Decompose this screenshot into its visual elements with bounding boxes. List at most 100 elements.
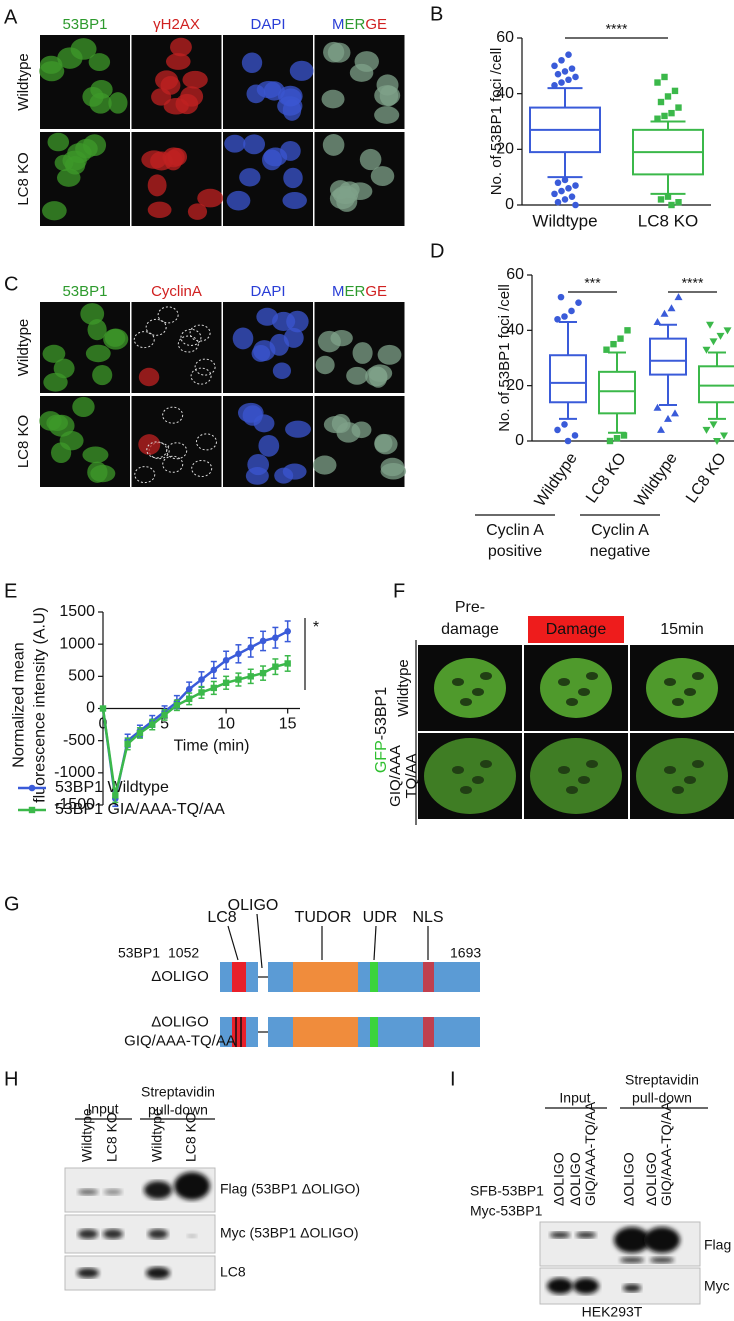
point bbox=[564, 437, 572, 445]
point bbox=[675, 104, 682, 111]
y-tick-label: 40 bbox=[496, 85, 514, 102]
nucleolus bbox=[460, 786, 472, 794]
point bbox=[247, 673, 254, 680]
channel-label: DAPI bbox=[250, 16, 285, 33]
protein-label: 53BP1 bbox=[118, 945, 160, 961]
tudor-domain bbox=[293, 962, 358, 992]
nucleus bbox=[380, 463, 407, 480]
point bbox=[671, 409, 679, 417]
pointer bbox=[256, 913, 263, 969]
nucleus bbox=[323, 41, 345, 63]
point bbox=[561, 196, 569, 203]
group-label: positive bbox=[488, 543, 542, 560]
point bbox=[272, 663, 279, 670]
lane-label: LC8 KO bbox=[104, 1112, 120, 1162]
column-label: 15min bbox=[660, 621, 704, 638]
y-tick-label: 20 bbox=[496, 141, 514, 158]
point bbox=[675, 199, 682, 206]
nucleus bbox=[108, 92, 128, 114]
band bbox=[103, 1229, 123, 1239]
y-axis-label: No. of 53BP1 foci /cell bbox=[496, 284, 513, 432]
nucleus bbox=[138, 367, 160, 387]
nucleus bbox=[182, 70, 208, 89]
nucleolus bbox=[472, 776, 484, 784]
point bbox=[235, 676, 242, 683]
nucleolus bbox=[664, 678, 676, 686]
nucleus bbox=[43, 372, 68, 392]
panel-letter: F bbox=[393, 580, 405, 602]
nucleus-outline bbox=[157, 306, 179, 324]
band bbox=[146, 1267, 170, 1279]
nucleolus bbox=[558, 678, 570, 686]
nucleus bbox=[72, 396, 95, 417]
micrograph bbox=[131, 132, 222, 226]
point bbox=[713, 438, 721, 445]
nucleolus bbox=[566, 786, 578, 794]
point bbox=[657, 98, 665, 106]
group-label: negative bbox=[590, 543, 651, 560]
nucleus bbox=[54, 154, 74, 171]
nucleus bbox=[67, 143, 92, 164]
point bbox=[554, 179, 562, 187]
nucleus-outline bbox=[189, 324, 211, 342]
lane-label: Wildtype bbox=[149, 1108, 165, 1162]
significance-label: *** bbox=[584, 275, 601, 291]
x-tick-label: 0 bbox=[99, 716, 108, 733]
nucleus bbox=[272, 362, 292, 380]
nucleus bbox=[226, 190, 251, 211]
point bbox=[565, 51, 572, 58]
nucleus bbox=[42, 344, 66, 363]
point bbox=[551, 62, 558, 70]
point bbox=[657, 425, 665, 433]
panel-letter: H bbox=[4, 1068, 18, 1090]
point bbox=[222, 656, 230, 664]
blot-label: Flag (53BP1 ΔOLIGO) bbox=[220, 1181, 360, 1197]
nucleus bbox=[88, 53, 111, 72]
stain-label: GFP-53BP1 bbox=[373, 687, 390, 773]
blot-label: Flag bbox=[704, 1237, 731, 1253]
nucleus bbox=[241, 52, 263, 73]
point bbox=[222, 679, 230, 686]
residue-label: 1052 bbox=[168, 945, 199, 961]
point bbox=[571, 432, 579, 439]
nucleolus bbox=[684, 776, 696, 784]
domain-label: UDR bbox=[363, 909, 398, 926]
row-label: LC8 KO bbox=[15, 152, 32, 205]
point bbox=[716, 332, 725, 340]
nucleus-outline bbox=[162, 406, 184, 424]
y-tick-label: 1000 bbox=[59, 635, 95, 652]
construct-label: ΔOLIGO bbox=[151, 1013, 209, 1030]
point bbox=[161, 711, 168, 719]
point bbox=[664, 93, 672, 100]
nucleus bbox=[103, 328, 129, 350]
x-tick-label: Wildtype bbox=[632, 450, 681, 510]
nucleus bbox=[141, 150, 167, 169]
nucleolus bbox=[578, 776, 590, 784]
group-label: pull-down bbox=[632, 1090, 692, 1106]
point bbox=[561, 176, 569, 184]
point bbox=[99, 705, 107, 712]
point bbox=[603, 346, 610, 353]
panel-letter: E bbox=[4, 580, 17, 602]
point bbox=[247, 644, 255, 651]
domain-label: TUDOR bbox=[295, 909, 352, 926]
nucleus bbox=[42, 201, 67, 221]
point bbox=[568, 307, 575, 315]
point bbox=[558, 79, 565, 86]
channel-label: 53BP1 bbox=[62, 16, 107, 33]
legend-label: 53BP1 GIA/AAA-TQ/AA bbox=[55, 801, 225, 818]
nucleolus bbox=[586, 760, 598, 768]
point bbox=[720, 432, 728, 440]
point bbox=[124, 740, 131, 748]
nucleus bbox=[224, 134, 246, 153]
point bbox=[185, 695, 193, 703]
nucleus bbox=[138, 434, 161, 455]
nucleolus bbox=[578, 688, 590, 696]
nucleolus bbox=[452, 678, 464, 686]
box bbox=[698, 365, 734, 404]
nucleus bbox=[262, 149, 282, 171]
nucleus bbox=[349, 63, 374, 82]
point bbox=[654, 79, 661, 86]
column-label: Pre- bbox=[455, 599, 485, 616]
